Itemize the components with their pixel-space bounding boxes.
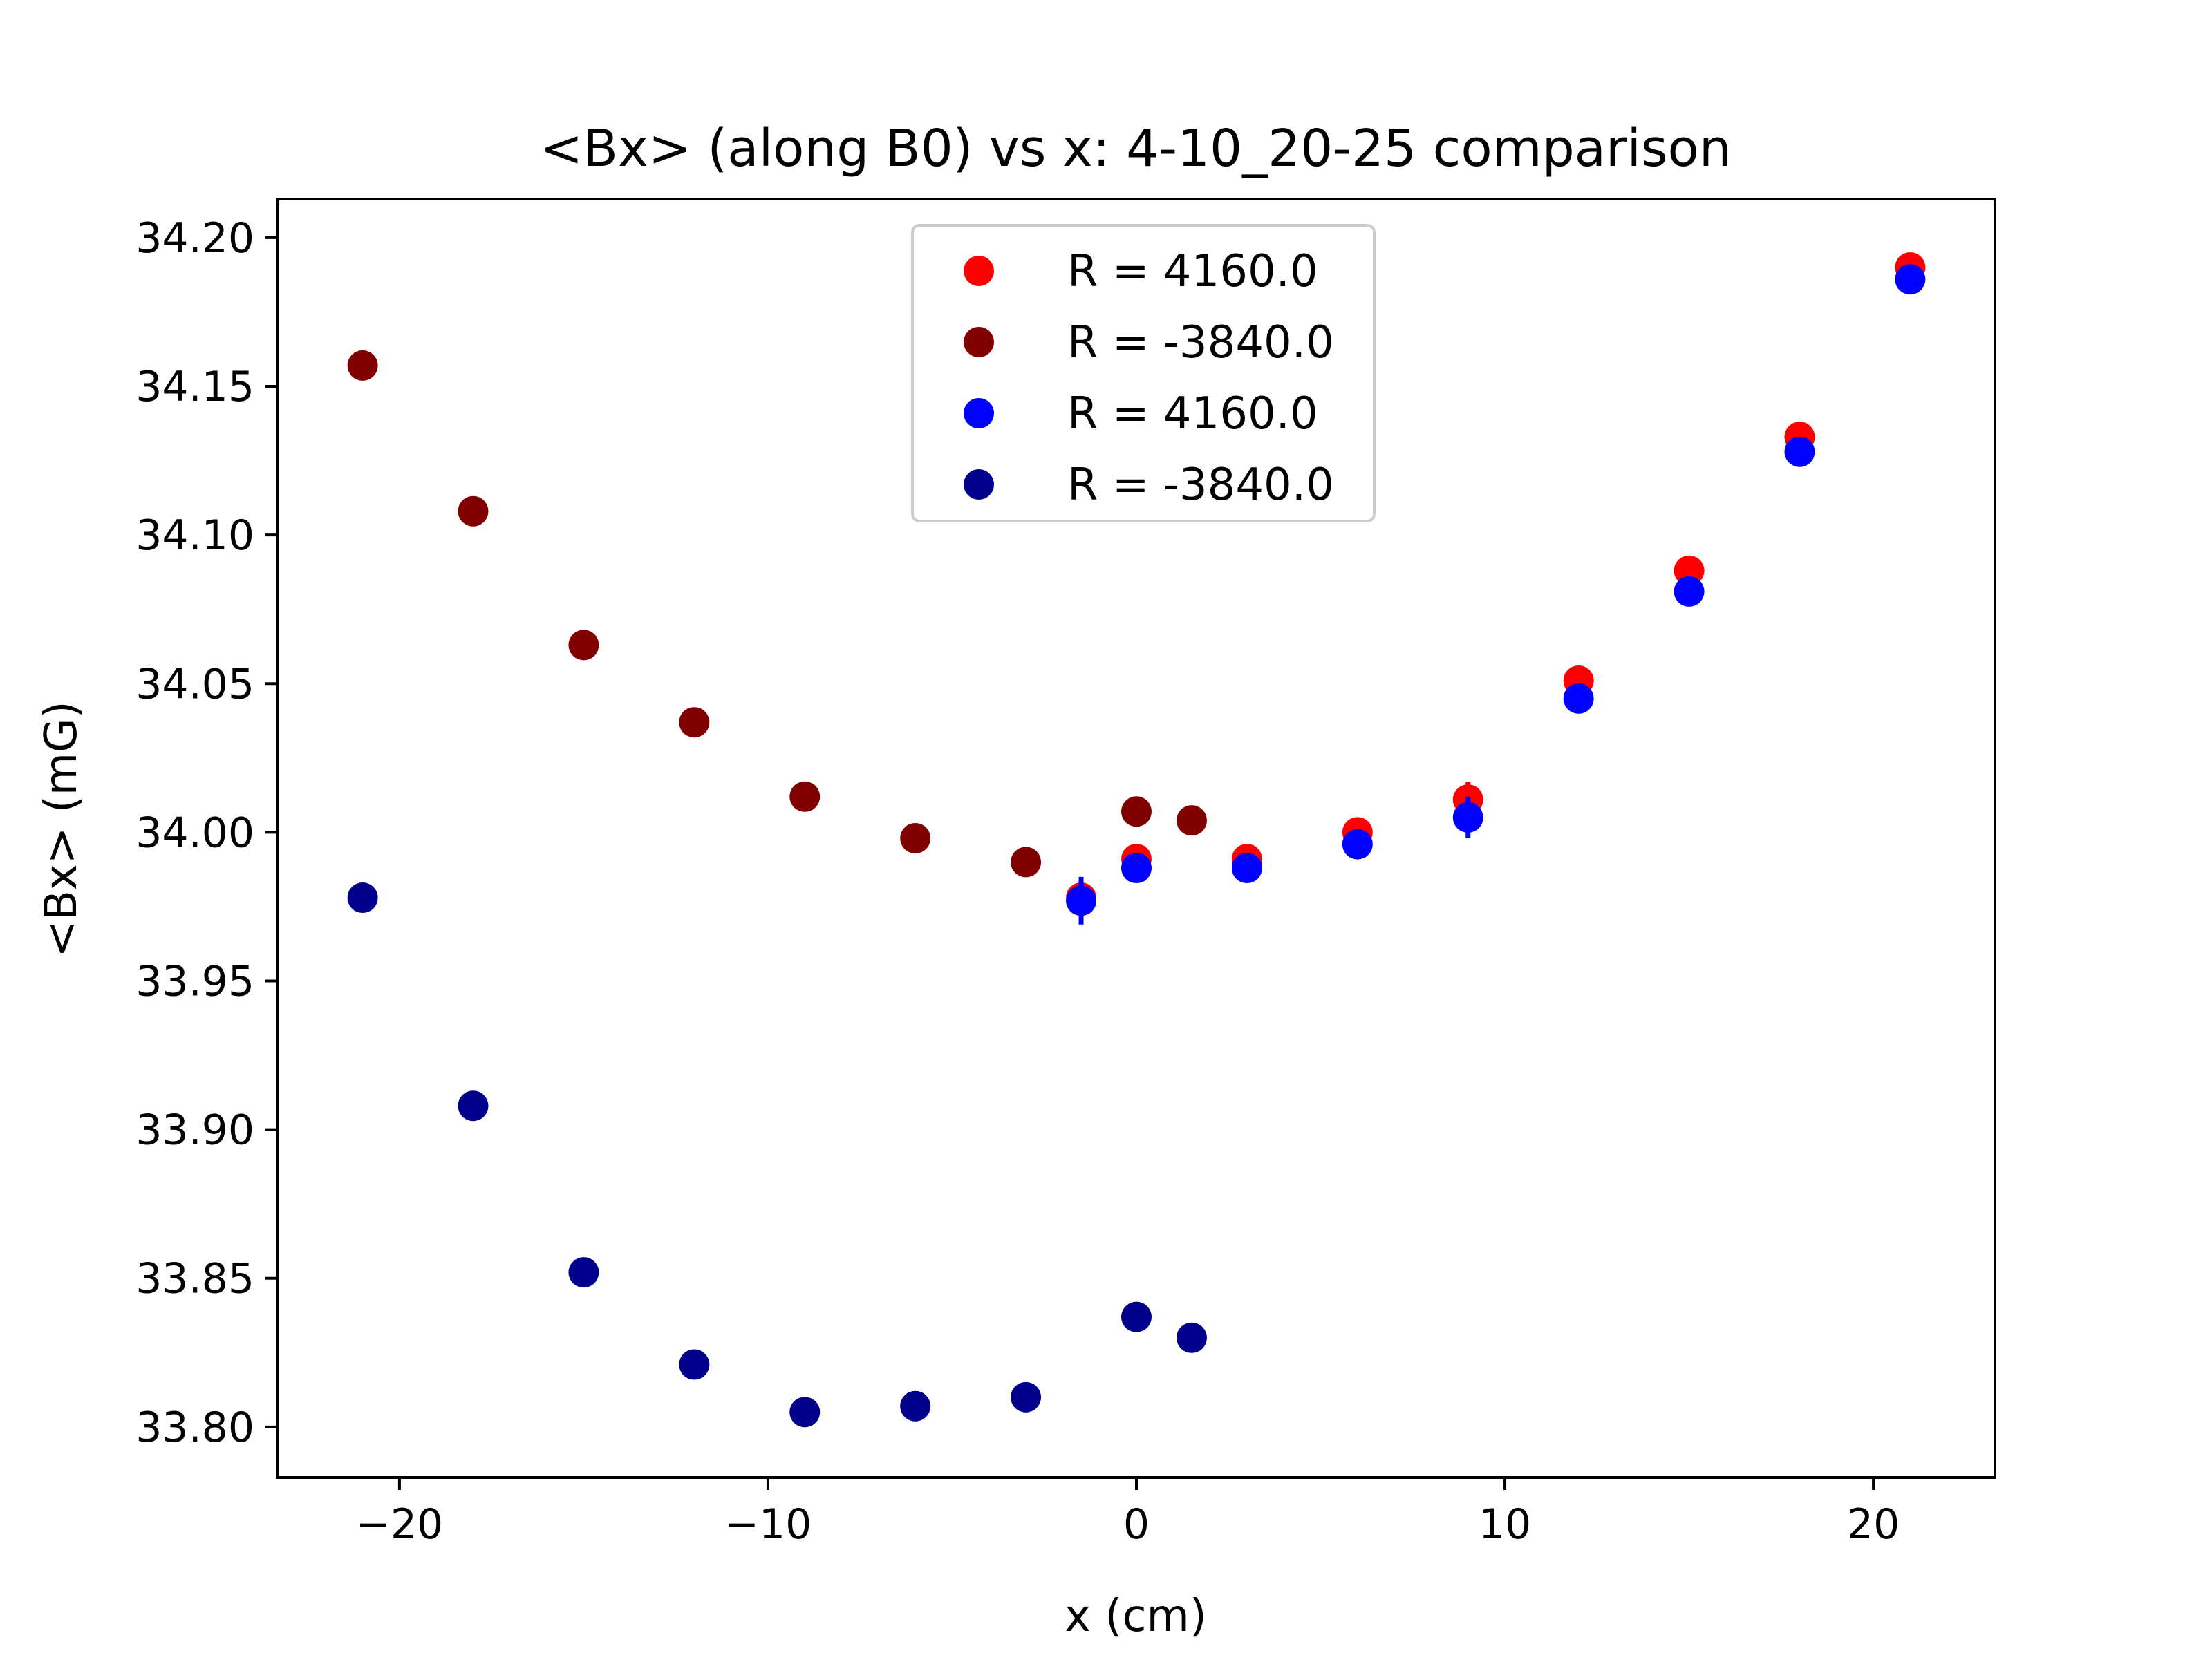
- x-tick-label: 0: [1123, 1500, 1150, 1549]
- legend-label: R = -3840.0: [1067, 460, 1334, 511]
- data-point: [679, 1349, 710, 1380]
- data-point: [1563, 683, 1594, 714]
- data-point: [347, 350, 378, 381]
- data-point: [1452, 802, 1483, 833]
- data-point: [679, 707, 710, 738]
- data-point: [1176, 1322, 1207, 1353]
- legend-label: R = 4160.0: [1067, 388, 1318, 440]
- data-point: [568, 1257, 599, 1288]
- data-point: [789, 781, 821, 812]
- data-point: [458, 495, 489, 527]
- legend-marker: [964, 398, 994, 428]
- y-tick-label: 34.20: [135, 214, 254, 263]
- data-point: [1674, 576, 1705, 607]
- data-point: [1231, 853, 1262, 884]
- y-axis-label: <Bx> (mG): [36, 701, 87, 957]
- y-tick-label: 33.80: [135, 1404, 254, 1452]
- data-point: [1121, 796, 1152, 827]
- legend-marker: [964, 327, 994, 357]
- y-tick-label: 34.15: [135, 363, 254, 411]
- data-point: [1011, 1381, 1042, 1413]
- legend-label: R = 4160.0: [1067, 246, 1318, 297]
- chart-title: <Bx> (along B0) vs x: 4-10_20-25 compari…: [540, 119, 1731, 178]
- data-point: [1674, 555, 1705, 586]
- legend-marker: [964, 469, 994, 500]
- data-point: [789, 1397, 821, 1428]
- data-point: [1066, 885, 1097, 916]
- data-point: [1784, 436, 1815, 467]
- data-point: [568, 630, 599, 661]
- y-tick-label: 33.95: [135, 958, 254, 1006]
- data-point: [900, 1390, 931, 1422]
- legend-marker: [964, 256, 994, 286]
- y-tick-label: 34.05: [135, 660, 254, 708]
- data-point: [1342, 829, 1373, 860]
- legend-label: R = -3840.0: [1067, 317, 1334, 368]
- plot-area: −20 −10 0 10 20 33.80 33.85 33.90 33.95 34.00 34.0…: [135, 198, 1996, 1549]
- y-tick-label: 34.00: [135, 809, 254, 857]
- data-point: [1011, 847, 1042, 878]
- data-point: [458, 1090, 489, 1122]
- x-tick-label: −10: [724, 1500, 812, 1549]
- legend-box: [911, 224, 1376, 522]
- data-point: [1895, 264, 1926, 295]
- x-tick-label: −20: [356, 1500, 444, 1549]
- data-point: [347, 882, 378, 914]
- x-axis-label: x (cm): [1065, 1591, 1207, 1642]
- x-tick-label: 10: [1479, 1500, 1531, 1549]
- x-tick-label: 20: [1847, 1500, 1900, 1549]
- y-tick-label: 33.85: [135, 1255, 254, 1303]
- y-tick-label: 33.90: [135, 1106, 254, 1155]
- data-point: [1176, 805, 1207, 836]
- y-tick-label: 34.10: [135, 511, 254, 560]
- data-point: [1121, 853, 1152, 884]
- data-point: [900, 823, 931, 853]
- data-point: [1121, 1301, 1152, 1332]
